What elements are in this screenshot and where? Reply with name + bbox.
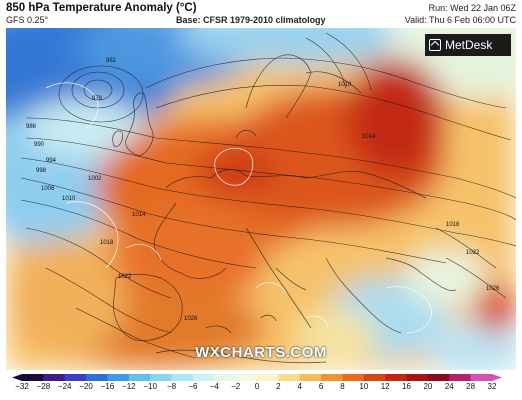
- scale-tick-label: −16: [100, 382, 115, 391]
- scale-tick-label: −12: [122, 382, 136, 391]
- scale-swatch: [406, 374, 429, 381]
- scale-tick-label: −10: [143, 382, 157, 391]
- valid-time-label: Valid: Thu 6 Feb 06:00 UTC: [404, 15, 516, 25]
- scale-tick-label: 16: [402, 382, 411, 391]
- scale-swatch: [235, 374, 258, 381]
- isobar-label: 1014: [132, 212, 146, 218]
- scale-tick-label: −32: [15, 382, 29, 391]
- isobar-label: 1022: [466, 250, 480, 256]
- scale-tick-label: −20: [79, 382, 93, 391]
- isobar-label: 1006: [41, 186, 55, 192]
- map-svg: 982 978 986 990 994 998 1002 1006 1010 1…: [6, 28, 516, 370]
- scale-swatch: [385, 374, 408, 381]
- scale-tick-label: 8: [340, 382, 345, 391]
- isobar-label: 986: [26, 124, 37, 130]
- scale-tick-label: −2: [231, 382, 241, 391]
- scale-swatch: [86, 374, 108, 381]
- scale-tick-label: 0: [254, 382, 260, 391]
- scale-tick-label: −4: [209, 382, 219, 391]
- isobar-label: 998: [36, 168, 47, 174]
- scale-tick-label: −24: [57, 382, 72, 391]
- chart-title: 850 hPa Temperature Anomaly (°C): [6, 2, 197, 14]
- isobar-label: 990: [34, 142, 45, 148]
- run-time-label: Run: Wed 22 Jan 06Z: [428, 3, 516, 13]
- isobar-label: 1002: [88, 176, 102, 182]
- isobar-label: 982: [106, 58, 117, 64]
- scale-tick-label: 6: [318, 382, 324, 391]
- isobar-label: 994: [46, 158, 57, 164]
- coastlines: [112, 54, 457, 364]
- anomaly-field: [6, 28, 516, 370]
- chart-header: 850 hPa Temperature Anomaly (°C) GFS 0.2…: [0, 0, 522, 28]
- scale-swatch: [171, 374, 194, 381]
- isobar-label: 1026: [486, 286, 500, 292]
- model-label: GFS 0.25°: [6, 15, 49, 25]
- scale-tick-label: 12: [380, 382, 390, 391]
- scale-swatch: [427, 374, 450, 381]
- scale-swatch: [128, 374, 151, 381]
- scale-tick-label: 20: [423, 382, 433, 391]
- isobars: [20, 32, 516, 359]
- isobar-label: 1014: [362, 134, 376, 140]
- scale-tick-label: 24: [444, 382, 454, 391]
- anomaly-map: 982 978 986 990 994 998 1002 1006 1010 1…: [6, 28, 516, 370]
- anomaly-contours: [45, 82, 432, 334]
- scale-tick-label: −6: [188, 382, 198, 391]
- scale-arrow-right: [492, 374, 502, 381]
- isobar-label: 1018: [446, 222, 460, 228]
- scale-swatch: [150, 374, 173, 381]
- scale-swatch: [22, 374, 44, 381]
- scale-tick-label: −8: [166, 382, 177, 391]
- isobar-label: 978: [92, 96, 103, 102]
- scale-arrow-left: [12, 374, 22, 381]
- isobar-labels: 982 978 986 990 994 998 1002 1006 1010 1…: [26, 58, 500, 322]
- isobar-label: 1026: [184, 316, 198, 322]
- scale-swatch: [299, 374, 322, 381]
- color-scale: −32 −28 −24 −20 −16 −12 −10 −8 −6 −4 −2 0 2 4 6 8 10 12 16…: [0, 372, 522, 400]
- scale-swatch: [342, 374, 365, 381]
- scale-swatch: [214, 374, 237, 381]
- scale-tick-label: 32: [487, 382, 497, 391]
- scale-swatch: [43, 374, 66, 381]
- metdesk-logo-text: MetDesk: [445, 38, 493, 52]
- scale-swatch: [64, 374, 87, 381]
- metdesk-logo: MetDesk: [425, 34, 511, 56]
- isobar-label: 1010: [338, 82, 352, 88]
- scale-tick-label: 10: [359, 382, 369, 391]
- metdesk-logo-icon: [429, 39, 441, 51]
- isobar-label: 1018: [100, 240, 114, 246]
- scale-swatch: [449, 374, 472, 381]
- scale-swatch: [192, 374, 215, 381]
- color-scale-bar: [12, 374, 502, 381]
- scale-swatch: [321, 374, 343, 381]
- wxcharts-watermark: WXCHARTS.COM: [195, 344, 327, 361]
- scale-tick-label: −28: [36, 382, 51, 391]
- scale-swatch: [257, 374, 279, 381]
- isobar-label: 1010: [62, 196, 76, 202]
- base-climatology-label: Base: CFSR 1979-2010 climatology: [176, 15, 326, 25]
- scale-swatch: [470, 374, 493, 381]
- isobar-label: 1022: [118, 274, 132, 280]
- scale-tick-label: 4: [297, 382, 302, 391]
- scale-swatch: [363, 374, 386, 381]
- scale-swatch: [278, 374, 301, 381]
- scale-tick-label: 2: [276, 382, 281, 391]
- scale-tick-label: 28: [466, 382, 476, 391]
- scale-swatch: [107, 374, 130, 381]
